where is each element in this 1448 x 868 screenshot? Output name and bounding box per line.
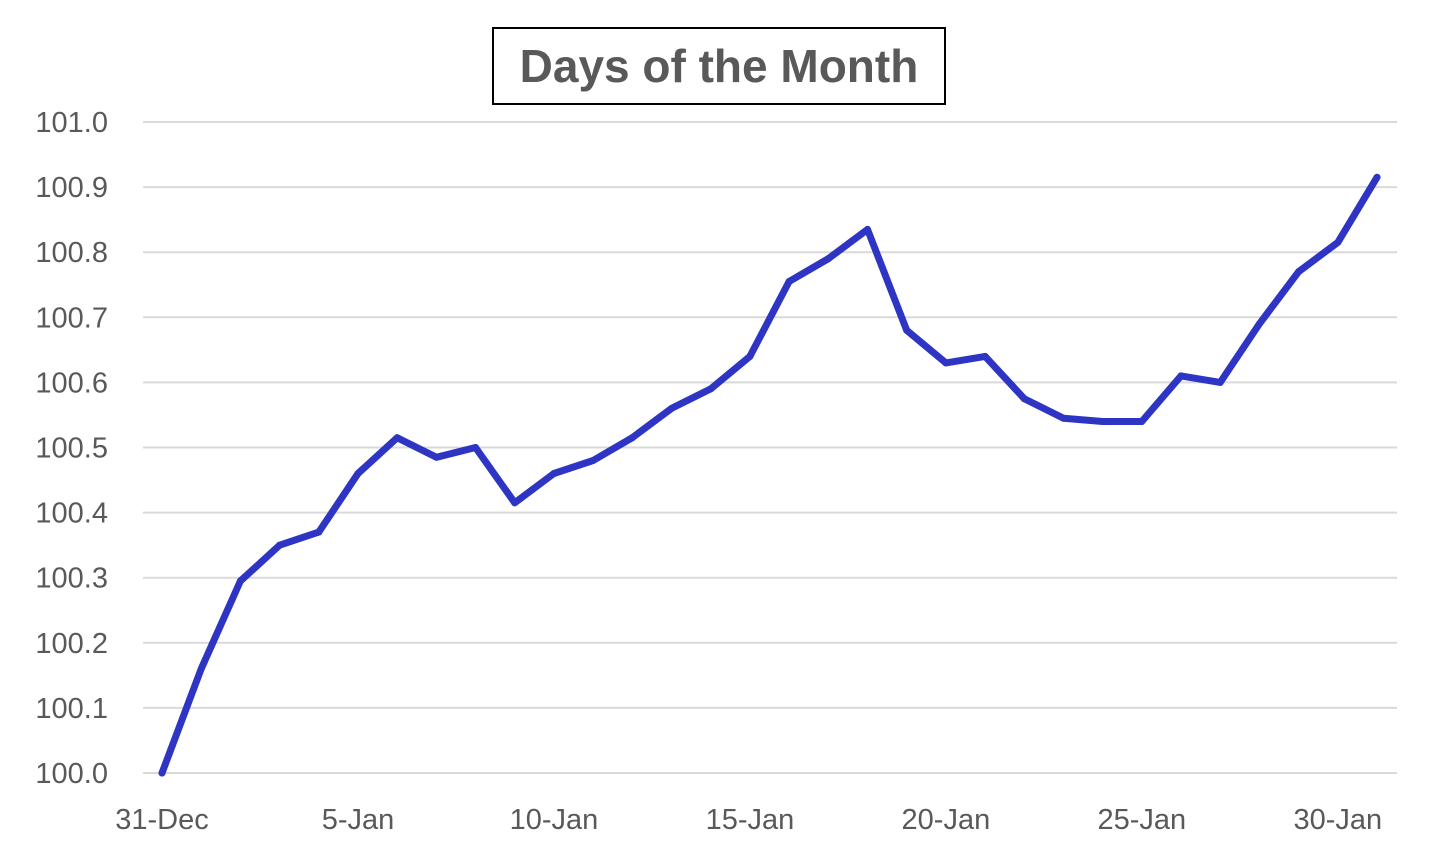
data-point (707, 385, 715, 393)
data-point (1099, 417, 1107, 425)
y-tick-label: 100.6 (35, 367, 108, 399)
y-tick-label: 100.4 (35, 498, 108, 530)
data-point (785, 277, 793, 285)
x-tick-label: 30-Jan (1293, 804, 1382, 836)
data-point (628, 434, 636, 442)
data-point (589, 457, 597, 465)
data-point (668, 404, 676, 412)
gridlines (143, 121, 1397, 774)
data-point (1138, 417, 1146, 425)
data-point (1059, 414, 1067, 422)
data-point (903, 326, 911, 334)
x-tick-label: 25-Jan (1098, 804, 1187, 836)
y-tick-label: 100.1 (35, 693, 108, 725)
data-point (746, 352, 754, 360)
chart-title: Days of the Month (519, 40, 919, 92)
y-tick-label: 100.5 (35, 433, 108, 465)
data-point (236, 577, 244, 585)
data-point (315, 528, 323, 536)
series-layer (158, 173, 1381, 777)
data-point (1020, 395, 1028, 403)
y-axis-tick-labels: 100.0 100.1 100.2 100.3 100.4 100.5 100.6 100.7… (35, 107, 108, 790)
data-point (1334, 238, 1342, 246)
data-point (158, 769, 166, 777)
data-point (1255, 320, 1263, 328)
data-point (942, 359, 950, 367)
data-point (354, 470, 362, 478)
data-point (511, 499, 519, 507)
y-tick-label: 100.8 (35, 237, 108, 269)
data-point (550, 470, 558, 478)
chart-title-box: Days of the Month (492, 27, 946, 105)
y-tick-label: 100.0 (35, 758, 108, 790)
y-tick-label: 100.7 (35, 302, 108, 334)
x-tick-label: 5-Jan (322, 804, 395, 836)
data-point (393, 434, 401, 442)
data-point (276, 541, 284, 549)
data-point (824, 255, 832, 263)
y-tick-label: 101.0 (35, 107, 108, 139)
data-point (197, 665, 205, 673)
data-point (1373, 173, 1381, 181)
y-tick-label: 100.2 (35, 628, 108, 660)
data-point (1177, 372, 1185, 380)
data-point (432, 453, 440, 461)
y-tick-label: 100.3 (35, 563, 108, 595)
x-tick-label: 20-Jan (902, 804, 991, 836)
series-line (158, 173, 1381, 777)
x-tick-label: 10-Jan (510, 804, 599, 836)
x-tick-label: 31-Dec (115, 804, 209, 836)
y-tick-label: 100.9 (35, 172, 108, 204)
data-point (863, 225, 871, 233)
data-point (472, 444, 480, 451)
x-tick-label: 15-Jan (706, 804, 795, 836)
data-point (1216, 378, 1224, 386)
data-point (981, 352, 989, 360)
data-point (1295, 268, 1303, 276)
x-axis-tick-labels: 31-Dec 5-Jan 10-Jan 15-Jan 20-Jan 25-Jan 30-Ja… (115, 804, 1382, 836)
